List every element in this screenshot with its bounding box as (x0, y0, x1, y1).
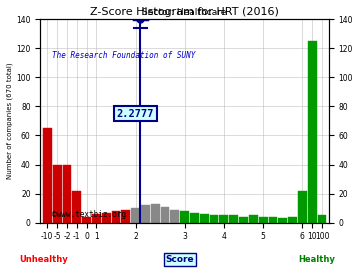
Bar (318, 215, 327, 223)
Text: The Research Foundation of SUNY: The Research Foundation of SUNY (52, 51, 195, 60)
Bar (259, 217, 267, 223)
Bar (43, 128, 52, 223)
Bar (200, 214, 209, 223)
Bar (151, 204, 159, 223)
Text: Score: Score (166, 255, 194, 264)
Bar (72, 191, 81, 223)
Bar (170, 210, 179, 223)
Bar (210, 215, 219, 223)
Bar (229, 215, 238, 223)
Bar (278, 218, 287, 223)
Bar (131, 208, 140, 223)
Text: Unhealthy: Unhealthy (19, 255, 68, 264)
Bar (121, 210, 130, 223)
Bar (102, 212, 111, 223)
Text: Healthy: Healthy (298, 255, 335, 264)
Bar (269, 217, 277, 223)
Text: 2.2777: 2.2777 (117, 109, 154, 119)
Bar (161, 207, 170, 223)
Bar (220, 215, 228, 223)
Bar (141, 205, 150, 223)
Bar (112, 211, 120, 223)
Y-axis label: Number of companies (670 total): Number of companies (670 total) (7, 63, 13, 179)
Bar (308, 41, 316, 223)
Bar (190, 212, 199, 223)
Bar (53, 164, 62, 223)
Bar (180, 211, 189, 223)
Bar (63, 164, 71, 223)
Bar (82, 217, 91, 223)
Text: ©www.textbiz.org: ©www.textbiz.org (52, 210, 126, 219)
Bar (249, 215, 258, 223)
Bar (298, 191, 307, 223)
Text: Sector: Healthcare: Sector: Healthcare (143, 8, 227, 17)
Bar (288, 217, 297, 223)
Bar (239, 217, 248, 223)
Bar (92, 214, 101, 223)
Title: Z-Score Histogram for HRT (2016): Z-Score Histogram for HRT (2016) (90, 7, 279, 17)
